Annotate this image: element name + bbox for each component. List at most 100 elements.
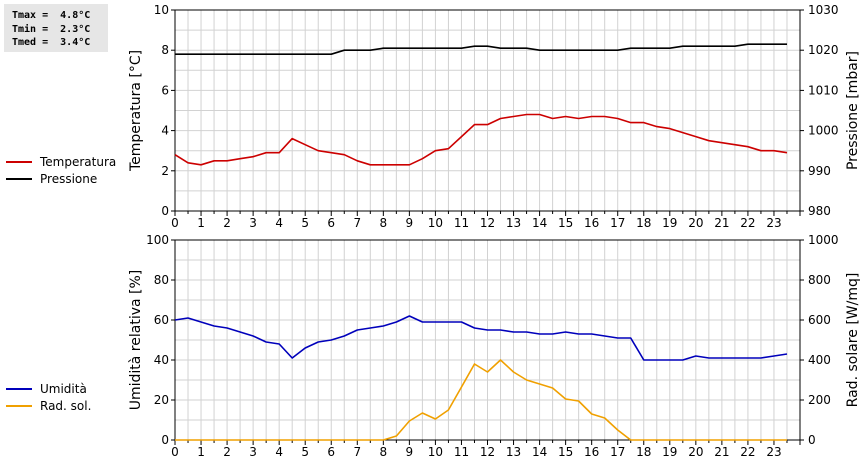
chart1-y-tick-label: 6 [161, 83, 169, 97]
chart1-x-tick-label: 15 [558, 216, 573, 230]
chart1-y-tick-label: 4 [161, 124, 169, 138]
chart2-series-1-line [175, 359, 787, 441]
chart1-x-tick-label: 19 [662, 216, 677, 230]
chart2-x-tick-label: 21 [714, 445, 729, 459]
chart1-y2label: Pressione [mbar] [845, 51, 860, 170]
chart2-y2-tick-label: 400 [808, 353, 831, 367]
chart2-y2-tick-label: 200 [808, 393, 831, 407]
chart2-x-tick-label: 0 [171, 445, 179, 459]
chart1-x-tick-label: 6 [327, 216, 335, 230]
chart2-y-tick-label: 40 [154, 353, 169, 367]
legend-item-temperature: Temperatura [6, 153, 116, 170]
chart1-y2-tick-label: 1020 [808, 43, 839, 57]
chart1-y-tick-label: 10 [154, 3, 169, 17]
legend-label-humidity: Umidità [40, 381, 87, 396]
chart1-x-tick-label: 7 [353, 216, 361, 230]
chart1-x-tick-label: 13 [506, 216, 521, 230]
chart2-x-tick-label: 22 [740, 445, 755, 459]
chart2-x-tick-label: 1 [197, 445, 205, 459]
chart2-x-tick-label: 3 [249, 445, 257, 459]
chart2-x-tick-label: 18 [636, 445, 651, 459]
chart1-x-tick-label: 11 [454, 216, 469, 230]
legend-swatch-solar-radiation [6, 404, 32, 407]
legend-swatch-pressure [6, 177, 32, 180]
chart1-x-tick-label: 23 [766, 216, 781, 230]
chart2-y-tick-label: 100 [146, 233, 169, 247]
chart1-y-tick-label: 0 [161, 204, 169, 218]
chart2-y2-tick-label: 0 [808, 433, 816, 447]
chart2-y-tick-label: 60 [154, 313, 169, 327]
chart2-x-tick-label: 19 [662, 445, 677, 459]
chart2-panel: 0 1 2 3 4 5 6 7 8 9 10 11 12 13 14 15 16 17 18 19 20 21 22 2302… [128, 233, 860, 459]
chart2-series-0-line [174, 315, 788, 361]
chart1-x-tick-label: 12 [480, 216, 495, 230]
legend-label-solar-radiation: Rad. sol. [40, 398, 92, 413]
tmin-label: Tmin = 2.3°C [12, 23, 91, 35]
chart2-x-tick-label: 11 [454, 445, 469, 459]
legend-swatch-humidity [6, 387, 32, 390]
legend-swatch-temperature [6, 160, 32, 163]
chart1-series-0-line [174, 113, 788, 166]
chart2-x-tick-label: 4 [275, 445, 283, 459]
chart2-x-tick-label: 9 [406, 445, 414, 459]
chart2-y2label: Rad. solare [W/mq] [845, 273, 860, 408]
chart2-x-tick-label: 5 [301, 445, 309, 459]
tmax-label: Tmax = 4.8°C [12, 10, 91, 21]
chart2-x-tick-label: 8 [380, 445, 388, 459]
chart1-x-tick-label: 20 [688, 216, 703, 230]
chart2-y2-tick-label: 800 [808, 273, 831, 287]
chart1-y-tick-label: 2 [161, 164, 169, 178]
chart1-x-tick-label: 14 [532, 216, 547, 230]
chart2-x-tick-label: 15 [558, 445, 573, 459]
legend-label-pressure: Pressione [40, 171, 98, 186]
legend-top: Temperatura Pressione [6, 153, 116, 187]
chart1-x-tick-label: 22 [740, 216, 755, 230]
chart1-y2-tick-label: 980 [808, 204, 831, 218]
chart1-series-1-line [175, 43, 787, 56]
chart2-y2-tick-label: 600 [808, 313, 831, 327]
legend-label-temperature: Temperatura [40, 154, 117, 169]
chart2-x-tick-label: 2 [223, 445, 231, 459]
chart1-x-tick-label: 17 [610, 216, 625, 230]
chart1-x-tick-label: 16 [584, 216, 599, 230]
chart1-x-tick-label: 1 [197, 216, 205, 230]
chart1-x-tick-label: 0 [171, 216, 179, 230]
chart1-x-tick-label: 21 [714, 216, 729, 230]
chart2-ylabel: Umidità relativa [%] [128, 270, 144, 411]
chart2-x-tick-label: 20 [688, 445, 703, 459]
chart1-y2-tick-label: 990 [808, 164, 831, 178]
chart1-x-tick-label: 4 [275, 216, 283, 230]
legend-item-solar-radiation: Rad. sol. [6, 397, 91, 414]
chart2-y2-tick-label: 1000 [808, 233, 839, 247]
chart1-y2-tick-label: 1000 [808, 124, 839, 138]
chart1-ylabel: Temperatura [°C] [128, 50, 144, 172]
chart1-x-tick-label: 2 [223, 216, 231, 230]
chart2-x-tick-label: 23 [766, 445, 781, 459]
legend-item-pressure: Pressione [6, 170, 116, 187]
chart2-x-tick-label: 17 [610, 445, 625, 459]
chart1-y2-tick-label: 1010 [808, 83, 839, 97]
chart2-y-tick-label: 80 [154, 273, 169, 287]
chart1-x-tick-label: 18 [636, 216, 651, 230]
chart2-x-tick-label: 6 [327, 445, 335, 459]
chart1-panel: 0 1 2 3 4 5 6 7 8 9 10 11 12 13 14 15 16 17 18 19 20 21 22 2302… [128, 3, 860, 230]
chart1-x-tick-label: 10 [428, 216, 443, 230]
chart1-x-tick-label: 8 [380, 216, 388, 230]
chart2-y-tick-label: 0 [161, 433, 169, 447]
chart2-x-tick-label: 10 [428, 445, 443, 459]
legend-item-humidity: Umidità [6, 380, 91, 397]
chart2-y-tick-label: 20 [154, 393, 169, 407]
chart2-x-tick-label: 13 [506, 445, 521, 459]
chart2-x-tick-label: 12 [480, 445, 495, 459]
chart2-x-tick-label: 16 [584, 445, 599, 459]
chart1-x-tick-label: 5 [301, 216, 309, 230]
chart2-x-tick-label: 7 [353, 445, 361, 459]
tmed-label: Tmed = 3.4°C [12, 37, 91, 48]
chart1-y2-tick-label: 1030 [808, 3, 839, 17]
chart1-y-tick-label: 8 [161, 43, 169, 57]
legend-bottom-real: Umidità Rad. sol. [6, 380, 91, 414]
chart1-x-tick-label: 3 [249, 216, 257, 230]
chart2-x-tick-label: 14 [532, 445, 547, 459]
stats-box: Tmax = 4.8°C Tmin = 2.3°C Tmed = 3.4°C [4, 4, 108, 52]
